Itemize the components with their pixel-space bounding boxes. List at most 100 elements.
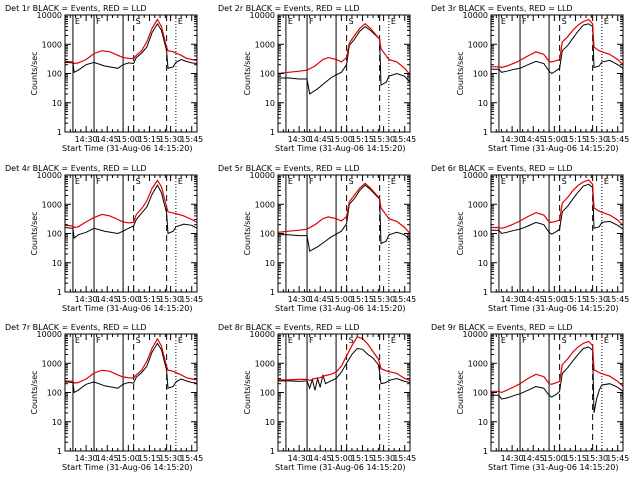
series-lld-line (64, 337, 198, 384)
x-axis-label: Start Time (31-Aug-06 14:15:20) (488, 463, 619, 472)
x-tick-label: 15:30 (372, 295, 395, 304)
plot-frame (277, 174, 411, 293)
x-tick-label: 14:45 (309, 295, 332, 304)
marker-label: E (391, 17, 396, 26)
panel-title: Det 4r BLACK = Events, RED = LLD (5, 164, 147, 173)
y-axis-label: Counts/sec (243, 51, 252, 95)
x-axis-label: Start Time (31-Aug-06 14:15:20) (62, 463, 193, 472)
x-tick-label: 15:15 (351, 454, 374, 463)
x-tick-label: 14:45 (522, 454, 545, 463)
x-tick-label: 14:45 (522, 135, 545, 144)
x-tick-label: 15:00 (117, 295, 140, 304)
x-tick-label: 14:30 (288, 454, 311, 463)
series-events-line (278, 347, 411, 391)
y-tick-label: 10000 (463, 330, 488, 339)
plot-frame (277, 14, 411, 133)
y-tick-label: 10000 (37, 11, 62, 20)
x-tick-label: 15:00 (543, 295, 566, 304)
x-axis-label: Start Time (31-Aug-06 14:15:20) (275, 463, 406, 472)
marker-label: E (178, 17, 183, 26)
marker-label: F (309, 17, 314, 26)
marker-label: E (178, 336, 183, 345)
marker-label: S (349, 17, 354, 26)
marker-label: S (562, 177, 567, 186)
y-tick-label: 10000 (37, 171, 62, 180)
x-axis-label: Start Time (31-Aug-06 14:15:20) (62, 144, 193, 153)
y-tick-label: 100 (473, 389, 488, 398)
marker-label: E (288, 17, 293, 26)
y-tick-label: 1 (483, 447, 488, 456)
y-tick-label: 100 (473, 230, 488, 239)
x-tick-label: 15:45 (180, 135, 203, 144)
marker-label: S (349, 336, 354, 345)
series-events-line (64, 184, 198, 239)
x-tick-label: 15:45 (180, 454, 203, 463)
x-tick-label: 15:30 (585, 454, 608, 463)
y-tick-label: 10000 (463, 171, 488, 180)
x-tick-label: 15:30 (585, 295, 608, 304)
y-axis-label: Counts/sec (243, 211, 252, 255)
y-axis-label: Counts/sec (30, 211, 39, 255)
marker-label: E (391, 336, 396, 345)
y-tick-label: 10 (52, 418, 62, 427)
y-axis-label: Counts/sec (243, 370, 252, 414)
marker-label: E (178, 177, 183, 186)
panel-det-8: Det 8r BLACK = Events, RED = LLD E F S E 1 10 1… (218, 323, 416, 472)
y-tick-label: 10000 (463, 11, 488, 20)
x-tick-label: 15:15 (564, 135, 587, 144)
x-tick-label: 15:30 (159, 135, 182, 144)
panel-det-7: Det 7r BLACK = Events, RED = LLD E F S E 1 10 1… (5, 323, 203, 472)
x-tick-label: 15:15 (351, 295, 374, 304)
series-lld-line (491, 340, 624, 394)
y-axis-label: Counts/sec (456, 370, 465, 414)
x-tick-label: 15:00 (543, 454, 566, 463)
x-tick-label: 15:00 (117, 454, 140, 463)
x-tick-label: 15:00 (543, 135, 566, 144)
x-tick-label: 14:45 (96, 295, 119, 304)
x-tick-label: 15:45 (393, 295, 416, 304)
marker-label: F (309, 177, 314, 186)
y-tick-label: 1 (57, 447, 62, 456)
x-tick-label: 14:45 (309, 135, 332, 144)
y-tick-label: 1000 (255, 200, 275, 209)
marker-label: F (522, 336, 527, 345)
plot-frame (64, 174, 198, 293)
series-events-line (491, 23, 624, 75)
marker-label: S (562, 336, 567, 345)
series-events-line (64, 342, 198, 394)
panel-title: Det 6r BLACK = Events, RED = LLD (431, 164, 573, 173)
y-tick-label: 10 (265, 99, 275, 108)
marker-label: F (309, 336, 314, 345)
marker-label: E (75, 336, 80, 345)
series-lld-line (491, 18, 624, 69)
panel-title: Det 2r BLACK = Events, RED = LLD (218, 4, 360, 13)
x-tick-label: 15:45 (393, 135, 416, 144)
x-tick-label: 14:30 (288, 295, 311, 304)
panel-title: Det 1r BLACK = Events, RED = LLD (5, 4, 147, 13)
marker-label: E (288, 177, 293, 186)
series-lld-line (64, 179, 198, 229)
y-tick-label: 100 (260, 70, 275, 79)
y-tick-label: 1 (270, 128, 275, 137)
y-tick-label: 10000 (250, 11, 275, 20)
y-tick-label: 100 (47, 389, 62, 398)
y-tick-label: 10 (478, 259, 488, 268)
y-tick-label: 10 (265, 259, 275, 268)
marker-label: S (136, 17, 141, 26)
series-events-line (491, 183, 624, 235)
x-tick-label: 15:00 (330, 454, 353, 463)
x-tick-label: 15:30 (372, 454, 395, 463)
panel-title: Det 7r BLACK = Events, RED = LLD (5, 323, 147, 332)
y-axis-label: Counts/sec (30, 370, 39, 414)
series-lld-line (277, 23, 411, 76)
x-tick-label: 15:00 (330, 295, 353, 304)
x-tick-label: 14:45 (96, 454, 119, 463)
x-tick-label: 15:45 (393, 454, 416, 463)
x-tick-label: 14:30 (501, 454, 524, 463)
x-tick-label: 15:15 (564, 454, 587, 463)
marker-label: E (501, 336, 506, 345)
y-tick-label: 1 (483, 288, 488, 297)
plot-frame (64, 14, 198, 133)
y-tick-label: 100 (473, 70, 488, 79)
